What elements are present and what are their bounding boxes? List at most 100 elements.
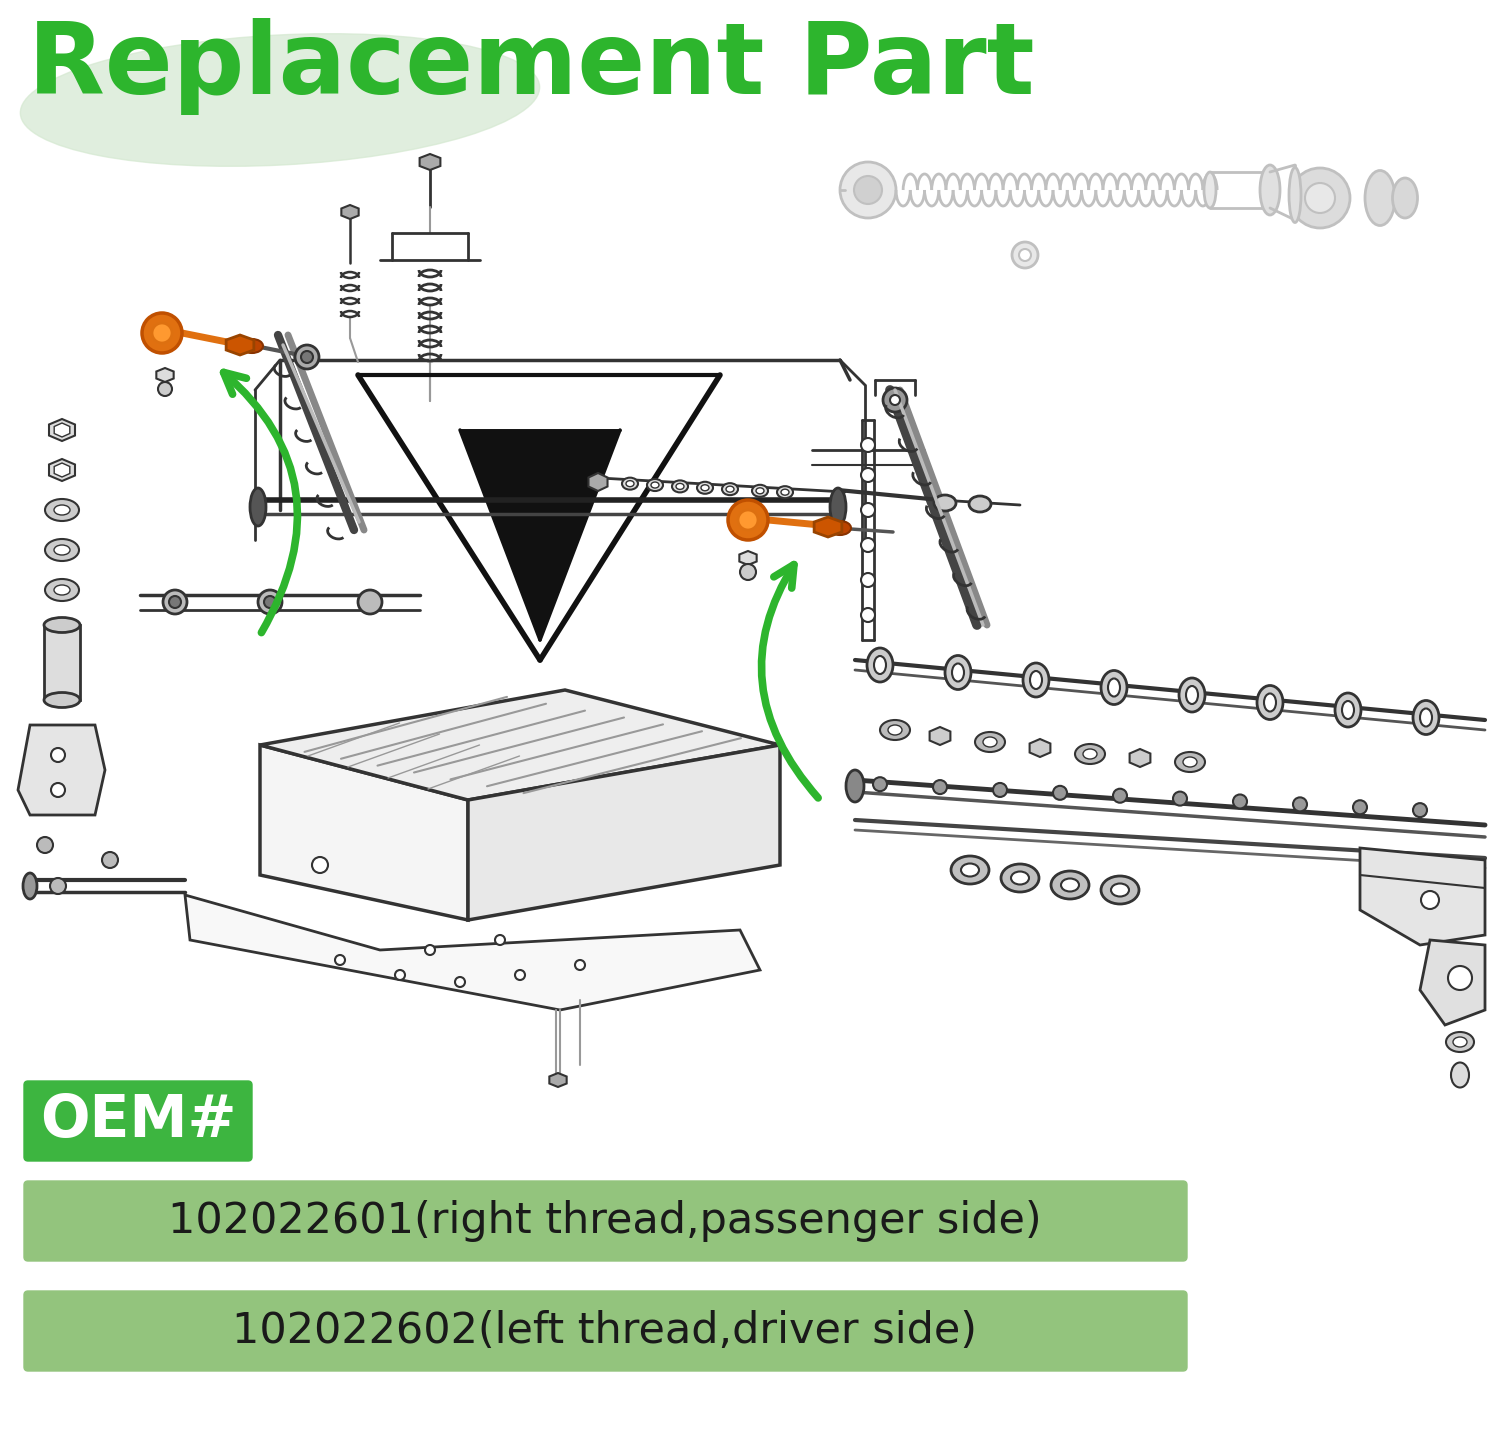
FancyBboxPatch shape xyxy=(24,1291,1186,1371)
Ellipse shape xyxy=(1023,663,1048,697)
Text: Replacement Part: Replacement Part xyxy=(28,17,1035,115)
Circle shape xyxy=(884,388,908,412)
Circle shape xyxy=(861,538,874,551)
Polygon shape xyxy=(549,1072,567,1087)
Ellipse shape xyxy=(1076,744,1106,764)
Ellipse shape xyxy=(1290,167,1350,228)
Ellipse shape xyxy=(54,505,70,515)
Circle shape xyxy=(38,837,52,853)
Polygon shape xyxy=(156,368,174,383)
Ellipse shape xyxy=(726,486,734,492)
Ellipse shape xyxy=(651,482,658,487)
Circle shape xyxy=(312,857,328,873)
Polygon shape xyxy=(588,473,608,490)
Circle shape xyxy=(296,345,320,370)
Ellipse shape xyxy=(1264,694,1276,711)
Ellipse shape xyxy=(1305,183,1335,212)
Ellipse shape xyxy=(846,770,864,802)
Ellipse shape xyxy=(1204,172,1216,208)
Ellipse shape xyxy=(1288,167,1300,223)
Circle shape xyxy=(302,351,313,362)
Circle shape xyxy=(264,597,276,608)
Polygon shape xyxy=(50,458,75,482)
Ellipse shape xyxy=(1000,864,1039,892)
Circle shape xyxy=(495,936,506,944)
Circle shape xyxy=(840,162,896,218)
Polygon shape xyxy=(815,517,842,537)
Circle shape xyxy=(873,777,886,792)
Ellipse shape xyxy=(646,479,663,490)
Circle shape xyxy=(358,589,382,614)
Ellipse shape xyxy=(830,487,846,527)
Ellipse shape xyxy=(1030,671,1042,690)
Ellipse shape xyxy=(982,738,998,746)
Circle shape xyxy=(51,748,64,762)
Polygon shape xyxy=(1130,749,1150,767)
Ellipse shape xyxy=(45,579,80,601)
Ellipse shape xyxy=(1454,1037,1467,1048)
Circle shape xyxy=(142,313,182,354)
Circle shape xyxy=(1353,800,1366,815)
Circle shape xyxy=(1233,794,1246,809)
Ellipse shape xyxy=(1112,883,1130,896)
Bar xyxy=(44,626,80,700)
Ellipse shape xyxy=(1420,709,1432,726)
Ellipse shape xyxy=(251,487,266,527)
Ellipse shape xyxy=(722,483,738,495)
Circle shape xyxy=(258,589,282,614)
Ellipse shape xyxy=(1365,170,1395,226)
Ellipse shape xyxy=(1052,872,1089,899)
Ellipse shape xyxy=(867,647,892,682)
Ellipse shape xyxy=(1413,700,1438,735)
Text: 102022602(left thread,driver side): 102022602(left thread,driver side) xyxy=(232,1310,978,1352)
Polygon shape xyxy=(1420,940,1485,1024)
Polygon shape xyxy=(468,745,780,920)
Ellipse shape xyxy=(975,732,1005,752)
FancyBboxPatch shape xyxy=(24,1081,252,1161)
Ellipse shape xyxy=(1011,872,1029,885)
Polygon shape xyxy=(342,205,358,220)
Ellipse shape xyxy=(54,585,70,595)
Circle shape xyxy=(1053,786,1066,800)
Circle shape xyxy=(933,780,946,794)
Circle shape xyxy=(1448,966,1472,989)
Ellipse shape xyxy=(934,495,956,511)
Circle shape xyxy=(1113,789,1126,803)
Ellipse shape xyxy=(952,663,964,681)
Polygon shape xyxy=(740,551,756,565)
Ellipse shape xyxy=(880,720,910,741)
Text: 102022601(right thread,passenger side): 102022601(right thread,passenger side) xyxy=(168,1200,1042,1243)
Circle shape xyxy=(50,877,66,893)
Polygon shape xyxy=(184,895,760,1010)
Ellipse shape xyxy=(888,725,902,735)
Ellipse shape xyxy=(756,487,764,493)
Ellipse shape xyxy=(830,521,850,535)
Ellipse shape xyxy=(962,863,980,876)
Ellipse shape xyxy=(951,856,988,885)
Polygon shape xyxy=(930,728,951,745)
Circle shape xyxy=(1173,792,1186,806)
Ellipse shape xyxy=(622,477,638,490)
Ellipse shape xyxy=(1342,701,1354,719)
Circle shape xyxy=(424,944,435,954)
Circle shape xyxy=(1293,797,1306,812)
Circle shape xyxy=(853,176,882,204)
Polygon shape xyxy=(1360,848,1485,944)
Ellipse shape xyxy=(1450,1062,1468,1087)
Ellipse shape xyxy=(1257,685,1282,720)
Ellipse shape xyxy=(22,873,38,899)
Polygon shape xyxy=(18,725,105,815)
Circle shape xyxy=(861,438,874,453)
Circle shape xyxy=(861,503,874,517)
Polygon shape xyxy=(54,423,70,436)
Polygon shape xyxy=(260,745,468,920)
Circle shape xyxy=(861,608,874,621)
Circle shape xyxy=(1420,890,1438,909)
Circle shape xyxy=(574,960,585,970)
Ellipse shape xyxy=(1179,678,1204,711)
Ellipse shape xyxy=(1060,879,1078,892)
Ellipse shape xyxy=(874,656,886,674)
Ellipse shape xyxy=(969,496,992,512)
Circle shape xyxy=(514,970,525,981)
Ellipse shape xyxy=(45,499,80,521)
